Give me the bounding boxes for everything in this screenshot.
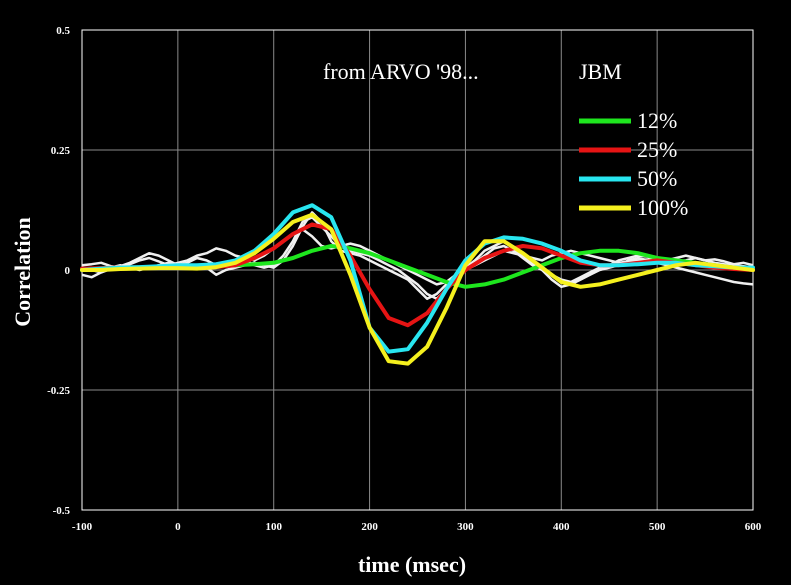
x-tick-label: 600 — [745, 521, 762, 533]
legend-label-100pct: 100% — [637, 195, 688, 220]
x-axis-title: time (msec) — [358, 552, 466, 577]
series-line-50pct — [80, 203, 755, 354]
x-tick-label: 200 — [361, 521, 378, 533]
y-axis-title: Correlation — [10, 217, 35, 327]
annotation-source: from ARVO '98... — [323, 59, 479, 84]
y-tick-label: 0.25 — [51, 145, 71, 157]
series-line-100pct — [80, 212, 755, 366]
legend: 12% 25% 50% 100% — [579, 108, 688, 220]
y-tick-label: -0.5 — [53, 505, 71, 517]
legend-label-12pct: 12% — [637, 108, 677, 133]
legend-label-50pct: 50% — [637, 166, 677, 191]
x-tick-label: 100 — [265, 521, 282, 533]
x-tick-label: 300 — [457, 521, 474, 533]
y-tick-label: 0.5 — [56, 25, 70, 37]
y-tick-labels: 0.5 0.25 0 -0.25 -0.5 — [47, 25, 70, 517]
legend-label-25pct: 25% — [637, 137, 677, 162]
y-tick-label: -0.25 — [47, 385, 70, 397]
x-tick-label: -100 — [72, 521, 93, 533]
x-tick-label: 0 — [175, 521, 181, 533]
x-tick-labels: -100 0 100 200 300 400 500 600 — [72, 521, 762, 533]
x-tick-label: 500 — [649, 521, 666, 533]
x-tick-label: 400 — [553, 521, 570, 533]
y-tick-label: 0 — [65, 265, 71, 277]
series-lines — [80, 203, 755, 366]
annotation-initials: JBM — [579, 59, 622, 84]
